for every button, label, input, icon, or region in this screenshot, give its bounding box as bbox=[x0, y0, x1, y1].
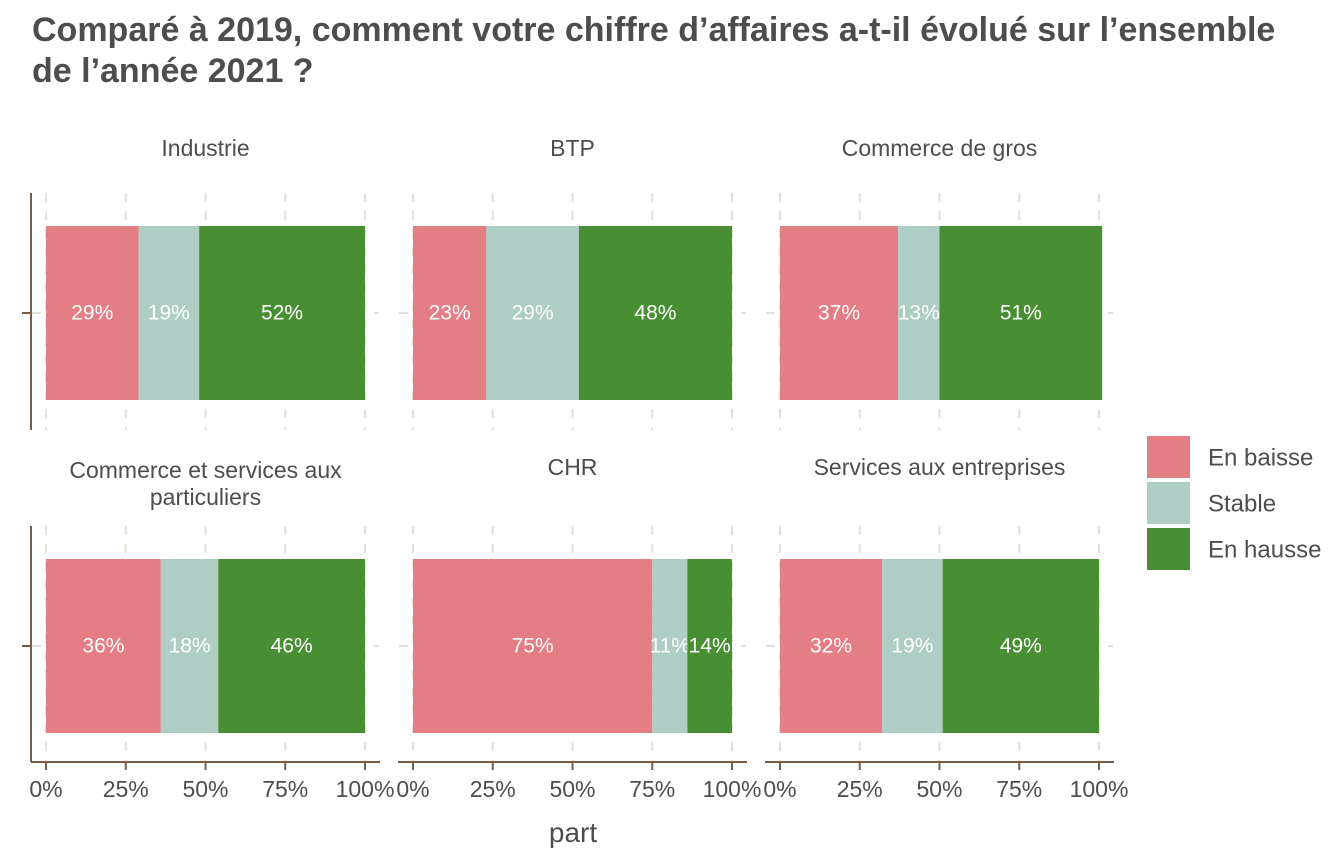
legend-label: Stable bbox=[1208, 491, 1276, 518]
bar-segment bbox=[939, 226, 1103, 400]
x-tick-label: 100% bbox=[336, 776, 395, 802]
bar-segment bbox=[413, 226, 487, 400]
data-label: 19% bbox=[148, 302, 190, 325]
x-tick-label: 0% bbox=[763, 776, 796, 802]
x-tick-label: 100% bbox=[703, 776, 762, 802]
x-tick-label: 50% bbox=[182, 776, 228, 802]
x-tick-label: 50% bbox=[916, 776, 962, 802]
bar-segment bbox=[413, 559, 653, 733]
bar-segment bbox=[218, 559, 365, 733]
facet-panel: Industrie 29% 19% 52% bbox=[22, 135, 379, 430]
legend-swatch bbox=[1147, 436, 1190, 478]
bar-segment bbox=[898, 226, 940, 400]
x-tick-label: 0% bbox=[396, 776, 429, 802]
legend-swatch bbox=[1147, 482, 1190, 524]
bar-segment bbox=[578, 226, 732, 400]
facet-title: Services aux entreprises bbox=[814, 454, 1066, 480]
bar-segment bbox=[942, 559, 1099, 733]
x-tick-label: 0% bbox=[29, 776, 62, 802]
data-label: 36% bbox=[82, 635, 124, 658]
data-label: 51% bbox=[1000, 302, 1042, 325]
x-tick-label: 25% bbox=[470, 776, 516, 802]
bar-segment bbox=[652, 559, 688, 733]
bar-segment bbox=[486, 226, 579, 400]
data-label: 46% bbox=[271, 635, 313, 658]
data-label: 18% bbox=[169, 635, 211, 658]
data-label: 32% bbox=[810, 635, 852, 658]
data-label: 11% bbox=[650, 635, 690, 658]
facet-title: Industrie bbox=[161, 135, 249, 161]
legend-swatch bbox=[1147, 528, 1190, 570]
data-label: 19% bbox=[891, 635, 933, 658]
x-tick-label: 100% bbox=[1070, 776, 1129, 802]
x-tick-label: 75% bbox=[262, 776, 308, 802]
bar-segment bbox=[780, 226, 899, 400]
bar-segment bbox=[138, 226, 200, 400]
x-tick-label: 75% bbox=[996, 776, 1042, 802]
legend-label: En baisse bbox=[1208, 445, 1313, 472]
bar-segment bbox=[687, 559, 732, 733]
data-label: 52% bbox=[261, 302, 303, 325]
data-label: 37% bbox=[818, 302, 860, 325]
legend: En baisse Stable En hausse bbox=[1147, 436, 1321, 570]
facet-title: CHR bbox=[548, 454, 598, 480]
x-tick-label: 75% bbox=[629, 776, 675, 802]
facet-panel: Commerce de gros 37% 13% 51% bbox=[766, 135, 1113, 430]
bar-segment bbox=[46, 559, 161, 733]
data-label: 49% bbox=[1000, 635, 1042, 658]
facet-panel: Commerce et services aux particuliers 36% 1… bbox=[22, 457, 394, 802]
x-axis-title: part bbox=[549, 817, 597, 848]
data-label: 75% bbox=[512, 635, 554, 658]
x-tick-label: 25% bbox=[837, 776, 883, 802]
facet-panel: Services aux entreprises 32% 19% 49% 0% 25% 50… bbox=[763, 454, 1128, 802]
bar-segment bbox=[780, 559, 883, 733]
data-label: 48% bbox=[634, 302, 676, 325]
facet-title: BTP bbox=[550, 135, 595, 161]
x-tick-label: 50% bbox=[549, 776, 595, 802]
data-label: 29% bbox=[512, 302, 554, 325]
bar-segment bbox=[882, 559, 943, 733]
bar-segment bbox=[199, 226, 365, 400]
facet-title: Commerce de gros bbox=[842, 135, 1038, 161]
data-label: 14% bbox=[689, 635, 731, 658]
chart-title: Comparé à 2019, comment votre chiffre d’… bbox=[32, 11, 1276, 90]
facet-panel: CHR 75% 11%14% 0% 25% 50% 75% 100% bbox=[396, 454, 761, 802]
bar-segment bbox=[160, 559, 219, 733]
data-label: 13% bbox=[898, 302, 940, 325]
bar-segment bbox=[46, 226, 139, 400]
facet-title: Commerce et services aux particuliers bbox=[69, 457, 342, 510]
data-label: 23% bbox=[429, 302, 471, 325]
legend-label: En hausse bbox=[1208, 537, 1321, 564]
data-label: 29% bbox=[71, 302, 113, 325]
x-tick-label: 25% bbox=[103, 776, 149, 802]
facet-panel: BTP 23% 29% 48% bbox=[399, 135, 746, 430]
